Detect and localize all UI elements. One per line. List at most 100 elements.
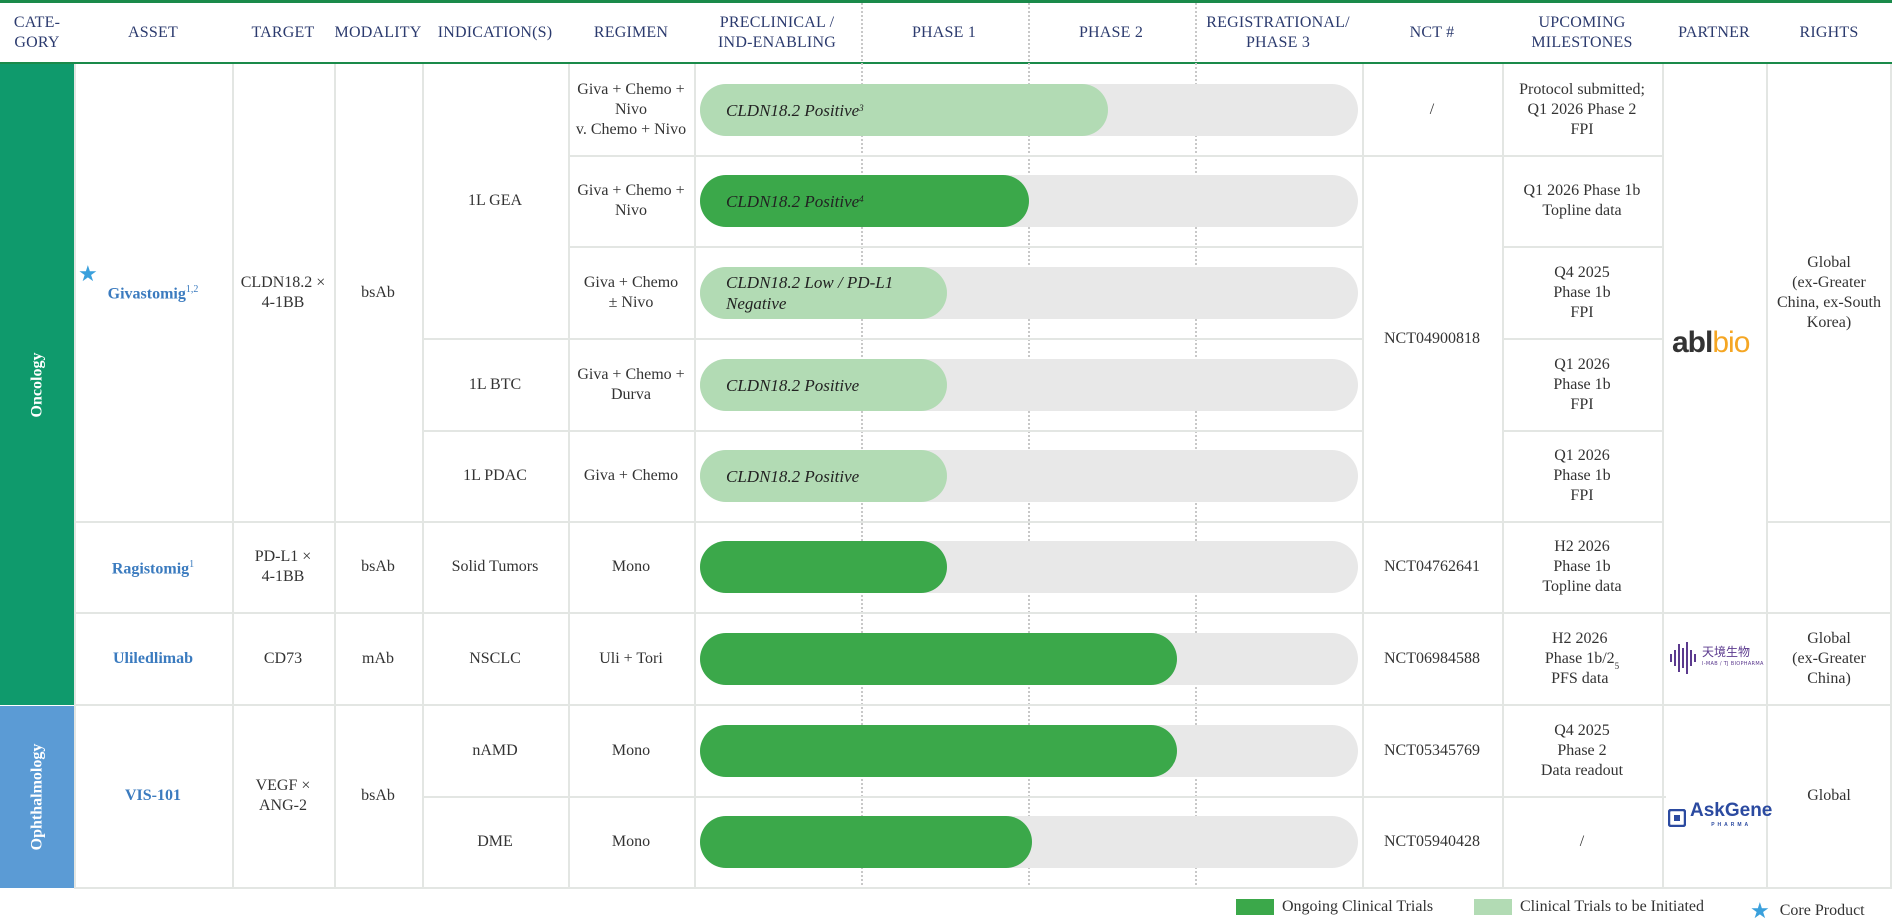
- asset-name: VIS-101: [124, 787, 181, 804]
- askgene-logo: AskGene PHARMA: [1668, 801, 1772, 832]
- bar-label: CLDN18.2 Positive: [726, 466, 860, 486]
- rights-uliledlimab: Global (ex-Greater China): [1792, 629, 1866, 687]
- header-milestones: UPCOMING MILESTONES: [1531, 13, 1633, 51]
- indication-pdac: 1L PDAC: [463, 467, 527, 484]
- milestone-text: Protocol submitted; Q1 2026 Phase 2 FPI: [1519, 80, 1645, 138]
- header-preclinical: PRECLINICAL / IND-ENABLING: [718, 13, 836, 51]
- nct-ragistomig: NCT04762641: [1384, 558, 1480, 575]
- regimen-cell: Mono: [611, 833, 651, 850]
- indication-nsclc: NSCLC: [469, 649, 521, 667]
- progress-bar-ongoing: [700, 541, 947, 593]
- grid-line: [422, 430, 1362, 432]
- milestone-cell: Q1 2026 Phase 1b Topline data: [1502, 156, 1662, 246]
- progress-bar-ongoing: [700, 633, 1177, 685]
- milestone-cell: Q1 2026 Phase 1b FPI: [1502, 339, 1662, 430]
- regimen-cell: Giva + Chemo + Durva: [577, 365, 685, 403]
- footnote-ref: 3: [859, 103, 864, 113]
- legend-label: Core Product: [1779, 902, 1865, 919]
- asset-givastomig: ★ Givastomig1,2: [74, 64, 232, 521]
- progress-bar-initiated: CLDN18.2 Positive: [700, 450, 947, 502]
- progress-bar-initiated: CLDN18.2 Positive 3: [700, 84, 1108, 136]
- modality-uliledlimab: mAb: [362, 649, 394, 667]
- header-phase1: PHASE 1: [911, 23, 977, 41]
- header-category: CATE- GORY: [13, 13, 61, 51]
- star-icon: ★: [1750, 898, 1770, 923]
- regimen-cell: Mono: [611, 558, 651, 575]
- indication-gea: 1L GEA: [467, 192, 523, 209]
- grid-line: [1662, 64, 1664, 888]
- tj-biopharma-logo: 天境生物 I-MAB / TJ BIOPHARMA: [1668, 640, 1764, 676]
- modality-givastomig: bsAb: [361, 283, 395, 301]
- category-ophthalmology: Ophthalmology: [0, 706, 74, 888]
- milestone-text: Q1 2026 Phase 1b Topline data: [1523, 182, 1641, 219]
- phase-divider: [1028, 3, 1030, 889]
- milestone-cell: /: [1502, 797, 1662, 887]
- grid-line: [74, 612, 1892, 614]
- nct-uliledlimab: NCT06984588: [1384, 649, 1480, 667]
- grid-line: [568, 246, 1362, 248]
- regimen-cell: Giva + Chemo: [583, 467, 679, 484]
- bar-label: CLDN18.2 Positive: [726, 191, 860, 211]
- legend-ongoing: Ongoing Clinical Trials: [1236, 898, 1433, 916]
- grid-line: [568, 64, 570, 888]
- milestone-text: Q1 2026 Phase 1b FPI: [1553, 447, 1611, 504]
- header-phase2: PHASE 2: [1078, 23, 1144, 41]
- header-asset: ASSET: [128, 23, 178, 41]
- regimen-cell: Giva + Chemo + Nivo v. Chemo + Nivo: [575, 80, 687, 138]
- header-modality: MODALITY: [334, 23, 422, 41]
- core-product-star-icon: ★: [78, 261, 98, 286]
- grid-line: [1890, 64, 1892, 888]
- indication-btc: 1L BTC: [468, 375, 522, 393]
- target-vis101: VEGF × ANG-2: [255, 777, 311, 814]
- grid-line: [1766, 521, 1892, 523]
- milestone-text: H2 2026 Phase 1b/2 PFS data: [1544, 629, 1615, 687]
- rights-givastomig: Global (ex-Greater China, ex-South Korea…: [1777, 253, 1881, 331]
- milestone-cell: Q1 2026 Phase 1b FPI: [1502, 431, 1662, 521]
- milestone-cell: Q4 2025 Phase 2 Data readout: [1502, 705, 1662, 796]
- progress-bar-initiated: CLDN18.2 Positive: [700, 359, 947, 411]
- progress-bar-ongoing: [700, 725, 1177, 777]
- milestone-text: Q1 2026 Phase 1b FPI: [1553, 355, 1611, 413]
- grid-line: [1502, 338, 1662, 340]
- nct-namd: NCT05345769: [1384, 741, 1480, 759]
- grid-line: [422, 64, 424, 888]
- regimen-cell: Mono: [611, 741, 651, 759]
- nct-givastomig: NCT04900818: [1384, 329, 1480, 347]
- milestone-text: Q4 2025 Phase 2 Data readout: [1540, 721, 1624, 779]
- target-uliledlimab: CD73: [263, 649, 303, 667]
- asset-uliledlimab: Uliledlimab: [74, 613, 232, 704]
- header-rule: [0, 62, 1892, 64]
- grid-line: [1502, 64, 1504, 888]
- grid-line: [334, 64, 336, 888]
- rights-vis101: Global: [1807, 787, 1851, 804]
- bar-label: CLDN18.2 Low / PD-L1 Negative: [726, 273, 894, 313]
- footnote-ref: 1,2: [185, 284, 199, 296]
- phase-divider: [861, 3, 863, 889]
- indication-namd: nAMD: [472, 741, 518, 759]
- grid-line: [422, 796, 1666, 798]
- footnote-ref: 1: [189, 558, 195, 570]
- milestone-cell: H2 2026 Phase 1b/2 PFS data 5: [1502, 613, 1662, 704]
- target-givastomig: CLDN18.2 × 4-1BB: [240, 273, 326, 311]
- legend-label: Ongoing Clinical Trials: [1282, 898, 1434, 915]
- milestone-cell: Protocol submitted; Q1 2026 Phase 2 FPI: [1502, 64, 1662, 155]
- regimen-cell: Uli + Tori: [599, 649, 663, 667]
- bar-label: CLDN18.2 Positive: [726, 100, 860, 120]
- grid-line: [74, 521, 1662, 523]
- header-phase3: REGISTRATIONAL/ PHASE 3: [1206, 13, 1350, 51]
- grid-line: [74, 704, 1892, 706]
- milestone-cell: Q4 2025 Phase 1b FPI: [1502, 247, 1662, 338]
- target-ragistomig: PD-L1 × 4-1BB: [254, 548, 312, 585]
- legend-label: Clinical Trials to be Initiated: [1520, 898, 1704, 915]
- top-rule: [0, 0, 1892, 3]
- grid-line: [74, 64, 76, 888]
- footnote-ref: 4: [859, 194, 864, 204]
- grid-line: [1362, 64, 1364, 888]
- regimen-cell: Giva + Chemo ± Nivo: [583, 273, 679, 311]
- regimen-cell: Giva + Chemo + Nivo: [577, 182, 685, 219]
- tj-wave-icon: [1670, 642, 1696, 674]
- progress-bar-ongoing: [700, 816, 1032, 868]
- grid-line: [1502, 430, 1662, 432]
- grid-line: [422, 338, 1362, 340]
- asset-vis101: VIS-101: [74, 705, 232, 887]
